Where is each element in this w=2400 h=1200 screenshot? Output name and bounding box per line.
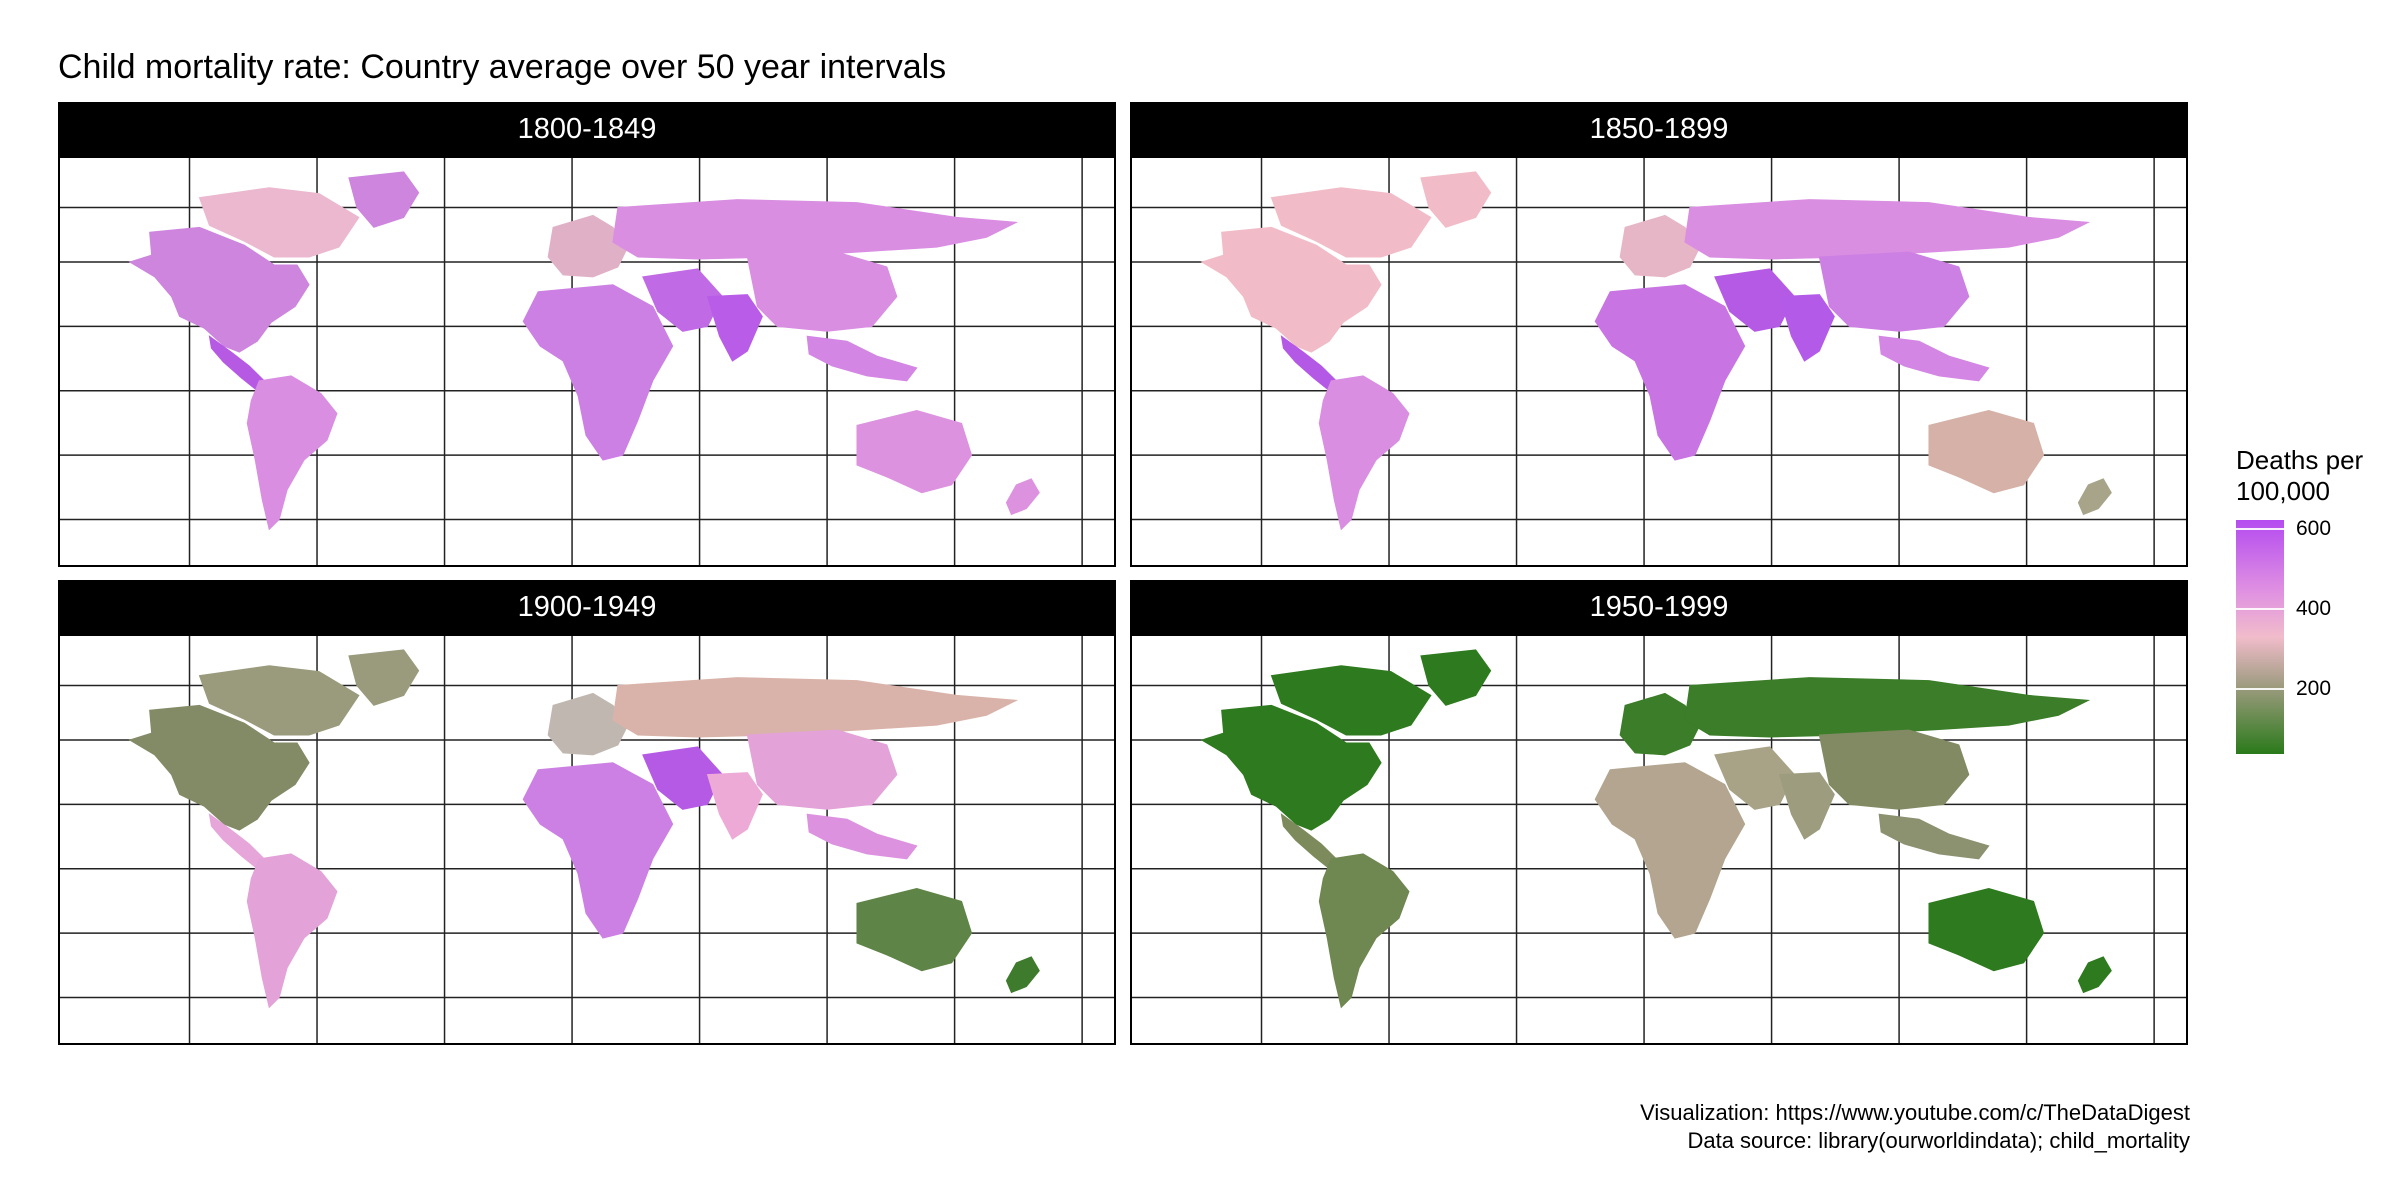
legend-tick-200: 200 [2296, 677, 2332, 700]
region-se-asia [1878, 335, 1990, 382]
region-north-america [1200, 226, 1382, 353]
region-russia [612, 677, 1019, 738]
world-map [1130, 156, 2188, 567]
region-russia [1684, 199, 2091, 260]
legend-colorbar [2236, 520, 2284, 754]
world-map [1130, 634, 2188, 1045]
region-india [1778, 294, 1835, 362]
region-se-asia [806, 335, 918, 382]
region-greenland [348, 171, 420, 228]
region-australia [856, 410, 973, 494]
region-new-zealand [2077, 956, 2112, 994]
region-north-america [1200, 704, 1382, 831]
region-russia [1684, 677, 2091, 738]
region-canada [1270, 187, 1432, 258]
map-svg [1132, 158, 2186, 565]
region-china [1818, 251, 1970, 332]
region-china [746, 729, 898, 810]
region-australia [1928, 888, 2045, 972]
region-middle-east [642, 746, 724, 810]
panel-1850-1899: 1850-1899 [1130, 102, 2188, 567]
legend-tick-mark [2236, 608, 2284, 610]
caption-visualization: Visualization: https://www.youtube.com/c… [1640, 1100, 2190, 1125]
map-svg [60, 636, 1114, 1043]
region-russia [612, 199, 1019, 260]
map-svg [1132, 636, 2186, 1043]
region-greenland [1420, 649, 1492, 706]
color-legend: Deaths per 100,000 600 400 200 [2236, 445, 2396, 754]
region-canada [1270, 665, 1432, 736]
region-india [706, 772, 763, 840]
legend-tick-mark [2236, 688, 2284, 690]
region-africa [1594, 762, 1746, 939]
region-europe [547, 692, 629, 756]
world-map [58, 634, 1116, 1045]
region-canada [198, 665, 360, 736]
legend-title-line2: 100,000 [2236, 476, 2330, 506]
region-south-america [1318, 853, 1410, 1009]
region-middle-east [1714, 268, 1796, 332]
region-middle-east [1714, 746, 1796, 810]
region-greenland [1420, 171, 1492, 228]
region-china [1818, 729, 1970, 810]
region-canada [198, 187, 360, 258]
panel-strip: 1900-1949 [58, 580, 1116, 634]
region-new-zealand [1005, 478, 1040, 516]
region-europe [1619, 214, 1701, 278]
region-europe [547, 214, 629, 278]
panel-strip: 1950-1999 [1130, 580, 2188, 634]
legend-tick-600: 600 [2296, 517, 2332, 540]
legend-tick-mark [2236, 528, 2284, 530]
region-greenland [348, 649, 420, 706]
panel-strip: 1850-1899 [1130, 102, 2188, 156]
region-middle-east [642, 268, 724, 332]
legend-title-line1: Deaths per [2236, 445, 2364, 475]
region-north-america [128, 704, 310, 831]
region-south-america [246, 375, 338, 531]
region-australia [856, 888, 973, 972]
panel-1900-1949: 1900-1949 [58, 580, 1116, 1045]
region-africa [522, 762, 674, 939]
region-india [1778, 772, 1835, 840]
caption-data-source: Data source: library(ourworldindata); ch… [1687, 1128, 2190, 1153]
region-south-america [246, 853, 338, 1009]
panel-1950-1999: 1950-1999 [1130, 580, 2188, 1045]
panel-1800-1849: 1800-1849 [58, 102, 1116, 567]
region-africa [1594, 284, 1746, 461]
legend-tick-400: 400 [2296, 597, 2332, 620]
region-india [706, 294, 763, 362]
region-new-zealand [1005, 956, 1040, 994]
region-europe [1619, 692, 1701, 756]
world-map [58, 156, 1116, 567]
region-africa [522, 284, 674, 461]
region-se-asia [1878, 813, 1990, 860]
region-north-america [128, 226, 310, 353]
panel-strip: 1800-1849 [58, 102, 1116, 156]
region-china [746, 251, 898, 332]
map-svg [60, 158, 1114, 565]
chart-title: Child mortality rate: Country average ov… [58, 48, 947, 86]
region-new-zealand [2077, 478, 2112, 516]
region-australia [1928, 410, 2045, 494]
region-se-asia [806, 813, 918, 860]
region-south-america [1318, 375, 1410, 531]
